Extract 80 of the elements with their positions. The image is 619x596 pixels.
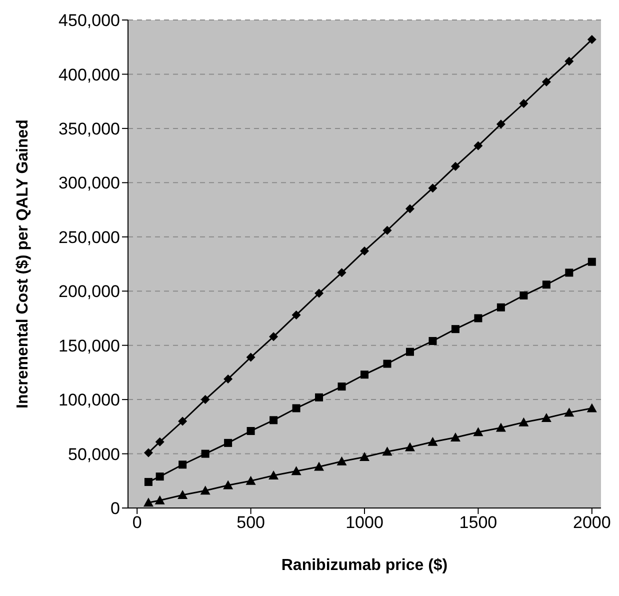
point [336, 456, 347, 466]
x-tick-label: 500 [236, 513, 265, 532]
point [201, 450, 210, 458]
y-tick-label: 50,000 [68, 444, 120, 464]
point [178, 416, 188, 426]
point [450, 162, 460, 171]
point [314, 462, 324, 471]
y-tick-label: 450,000 [58, 11, 120, 30]
point [564, 408, 574, 417]
point [224, 374, 233, 384]
y-axis-title: Incremental Cost ($) per QALY Gained [14, 120, 32, 408]
point [496, 303, 505, 312]
point [382, 226, 392, 235]
point [496, 422, 506, 432]
point [496, 120, 506, 129]
point [144, 448, 153, 458]
point [542, 77, 551, 86]
point [588, 258, 596, 266]
point [178, 460, 187, 469]
point [270, 416, 278, 424]
x-tick-label: 0 [132, 513, 142, 532]
point [360, 370, 368, 379]
point [406, 348, 414, 356]
y-tick-label: 250,000 [58, 228, 120, 247]
point [292, 310, 301, 320]
y-tick-label: 400,000 [58, 65, 120, 84]
point [338, 382, 346, 391]
point [382, 446, 392, 456]
point [360, 452, 370, 462]
point [518, 417, 529, 426]
point [200, 395, 210, 404]
y-tick-label: 200,000 [58, 282, 120, 302]
point [564, 56, 574, 66]
x-tick-label: 1500 [459, 513, 498, 532]
point [404, 442, 415, 452]
point [405, 204, 414, 214]
point [246, 476, 256, 485]
point [542, 280, 550, 289]
point [474, 314, 482, 322]
y-tick-label: 100,000 [58, 390, 120, 410]
point [144, 478, 152, 486]
x-tick-label: 2000 [572, 513, 611, 532]
point [200, 486, 210, 495]
point [587, 35, 596, 44]
point [156, 472, 164, 481]
x-axis-title: Ranibizumab price ($) [281, 557, 448, 574]
point [474, 141, 483, 150]
y-tick-label: 350,000 [58, 119, 120, 138]
point [154, 495, 165, 504]
point [428, 336, 437, 345]
point [520, 291, 528, 300]
point [450, 432, 460, 442]
point [565, 268, 574, 277]
y-tick-label: 150,000 [58, 336, 120, 356]
point [268, 470, 279, 480]
point [541, 412, 552, 422]
point [246, 352, 256, 362]
point [451, 325, 460, 334]
y-tick-label: 300,000 [58, 174, 120, 193]
point [178, 490, 188, 499]
x-tick-label: 1000 [346, 513, 384, 532]
y-tick-label: 0 [110, 499, 120, 518]
point [428, 436, 438, 446]
point [360, 246, 369, 256]
point [428, 184, 438, 193]
point [337, 268, 346, 278]
point [224, 438, 232, 447]
point [155, 437, 164, 446]
point [269, 332, 278, 342]
point [473, 427, 484, 436]
point [223, 480, 234, 490]
point [586, 403, 597, 412]
point [383, 360, 392, 368]
point [315, 393, 324, 402]
point [291, 466, 302, 476]
point [314, 288, 324, 298]
point [246, 427, 255, 436]
point [143, 498, 154, 507]
point [519, 99, 528, 108]
point [292, 404, 300, 412]
